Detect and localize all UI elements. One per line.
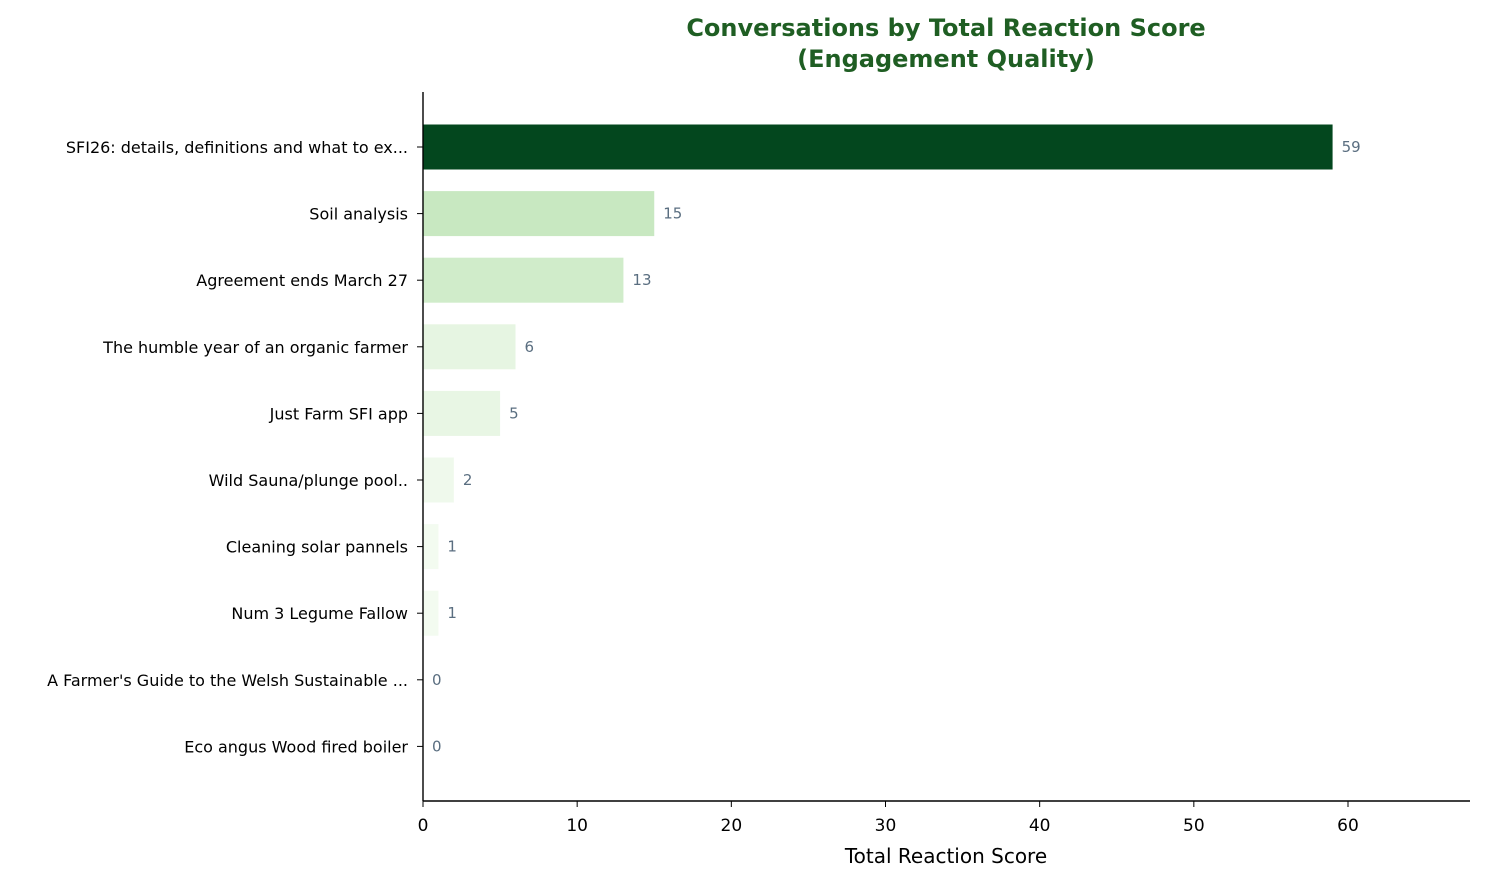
value-label: 2: [463, 471, 473, 489]
chart-title-line-2: (Engagement Quality): [797, 45, 1095, 73]
bar: [423, 457, 454, 503]
bar: [423, 257, 624, 303]
category-label: A Farmer's Guide to the Welsh Sustainabl…: [47, 671, 408, 690]
bar: [423, 390, 501, 436]
x-tick-label: 60: [1337, 816, 1359, 836]
x-tick-label: 30: [875, 816, 897, 836]
chart-title: Conversations by Total Reaction Score (En…: [686, 14, 1205, 73]
x-tick-label: 40: [1029, 816, 1051, 836]
value-label: 6: [525, 338, 535, 356]
bars-group: [423, 124, 1333, 636]
x-axis-title: Total Reaction Score: [844, 844, 1047, 868]
axes-group: 0 10 20 30 40 50 60: [417, 92, 1470, 836]
category-label: Just Farm SFI app: [269, 404, 408, 423]
value-labels-group: 59 15 13 6 5 2 1 1 0 0: [432, 138, 1361, 755]
bar: [423, 324, 516, 370]
category-label: Soil analysis: [309, 205, 408, 224]
x-tick-label: 20: [721, 816, 743, 836]
category-label: Wild Sauna/plunge pool..: [209, 471, 408, 490]
category-labels-group: SFI26: details, definitions and what to …: [47, 138, 408, 756]
category-label: SFI26: details, definitions and what to …: [66, 138, 408, 157]
bar: [423, 191, 655, 237]
value-label: 13: [632, 271, 651, 289]
x-tick-label: 0: [418, 816, 429, 836]
category-label: Cleaning solar pannels: [226, 538, 408, 557]
value-label: 1: [447, 604, 457, 622]
value-label: 59: [1342, 138, 1361, 156]
value-label: 15: [663, 205, 682, 223]
category-label: Agreement ends March 27: [196, 271, 408, 290]
bar: [423, 590, 439, 636]
x-tick-label: 50: [1183, 816, 1205, 836]
bar: [423, 524, 439, 570]
chart-title-line-1: Conversations by Total Reaction Score: [686, 14, 1205, 42]
bar: [423, 124, 1333, 170]
category-label: The humble year of an organic farmer: [102, 338, 408, 357]
value-label: 1: [447, 538, 457, 556]
value-label: 0: [432, 671, 442, 689]
value-label: 5: [509, 404, 519, 422]
x-tick-label: 10: [566, 816, 588, 836]
value-label: 0: [432, 737, 442, 755]
category-label: Num 3 Legume Fallow: [231, 604, 408, 623]
category-label: Eco angus Wood fired boiler: [184, 737, 408, 756]
